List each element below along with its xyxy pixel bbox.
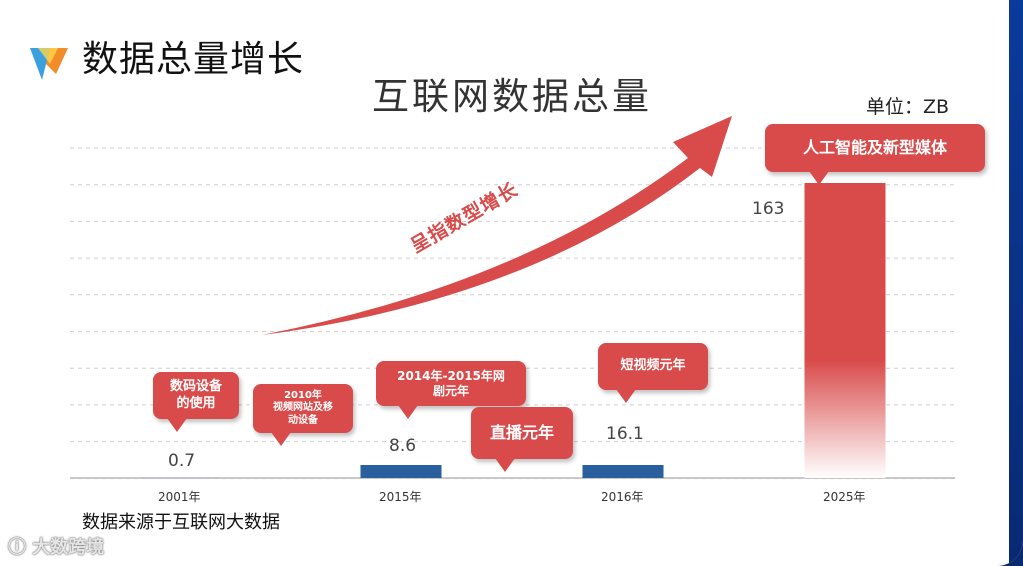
annotation-text: 2010年 视频网站及移 动设备 [273,389,333,426]
value-label: 163 [752,199,785,219]
annotation-text: 直播元年 [489,423,554,442]
annotation-callout: 2010年 视频网站及移 动设备 [253,384,353,446]
annotation-text: 数码设备 的使用 [169,379,222,411]
annotation-callout: 直播元年 [471,407,573,472]
trend-arrow-shape [262,116,732,335]
watermark-icon: ⓘ [8,537,26,558]
unit-label: 单位：ZB [866,96,950,118]
bars [139,183,886,478]
x-tick-label: 2025年 [823,490,866,504]
trend-arrow [262,116,732,335]
value-label: 16.1 [606,424,644,444]
data-source-note: 数据来源于互联网大数据 [82,512,280,533]
value-label: 8.6 [389,436,417,456]
annotation-callout: 短视频元年 [598,343,708,403]
bar-2016年 [582,465,664,478]
annotation-text: 人工智能及新型媒体 [802,138,947,157]
bar-2015年 [360,465,442,478]
value-label: 0.7 [168,451,196,471]
annotation-callout: 人工智能及新型媒体 [765,124,985,185]
brand-logo-icon [30,48,68,80]
page-title: 数据总量增长 [82,39,305,80]
chart-title: 互联网数据总量 [372,75,652,118]
right-edge-band [1009,0,1023,566]
watermark-text: 大数跨境 [32,537,105,558]
annotation-callout: 数码设备 的使用 [153,372,239,432]
x-tick-label: 2016年 [601,490,644,504]
annotation-text: 短视频元年 [620,358,686,374]
x-tick-label: 2001年 [158,490,201,504]
annotation-callout: 2014年-2015年网 剧元年 [376,361,526,419]
bar-2025年 [804,183,886,478]
watermark: ⓘ 大数跨境 [8,533,104,559]
annotation-text: 2014年-2015年网 剧元年 [397,368,505,398]
x-tick-label: 2015年 [379,490,422,504]
